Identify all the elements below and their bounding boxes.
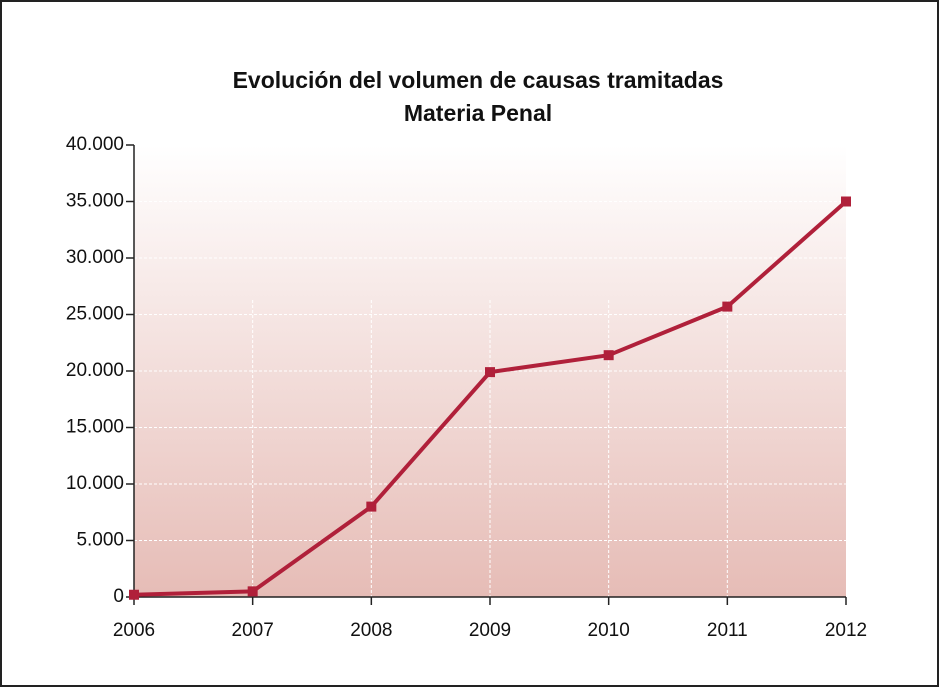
x-tick-label: 2008 xyxy=(350,620,392,641)
data-point xyxy=(603,350,614,361)
y-tick-label: 35.000 xyxy=(66,191,124,212)
y-tick-label: 40.000 xyxy=(66,134,124,155)
y-tick-label: 15.000 xyxy=(66,417,124,438)
y-tick-label: 0 xyxy=(113,586,124,607)
data-point xyxy=(129,589,139,600)
data-point xyxy=(247,586,258,597)
chart-subtitle: Materia Penal xyxy=(404,100,552,126)
x-tick-label: 2011 xyxy=(707,620,748,641)
y-tick-label: 20.000 xyxy=(66,360,124,381)
data-point xyxy=(841,196,851,207)
data-point xyxy=(366,501,377,512)
y-tick-label: 25.000 xyxy=(66,304,124,325)
data-point xyxy=(485,367,495,378)
x-tick-label: 2010 xyxy=(588,620,630,641)
y-tick-label: 5.000 xyxy=(76,530,124,551)
x-tick-label: 2006 xyxy=(113,620,155,641)
y-tick-label: 30.000 xyxy=(66,247,124,268)
x-tick-label: 2007 xyxy=(232,620,274,641)
chart-title: Evolución del volumen de causas tramitad… xyxy=(233,67,724,93)
data-point xyxy=(722,301,733,312)
x-tick-label: 2012 xyxy=(825,620,867,641)
y-tick-label: 10.000 xyxy=(66,473,124,494)
x-tick-label: 2009 xyxy=(469,620,511,641)
